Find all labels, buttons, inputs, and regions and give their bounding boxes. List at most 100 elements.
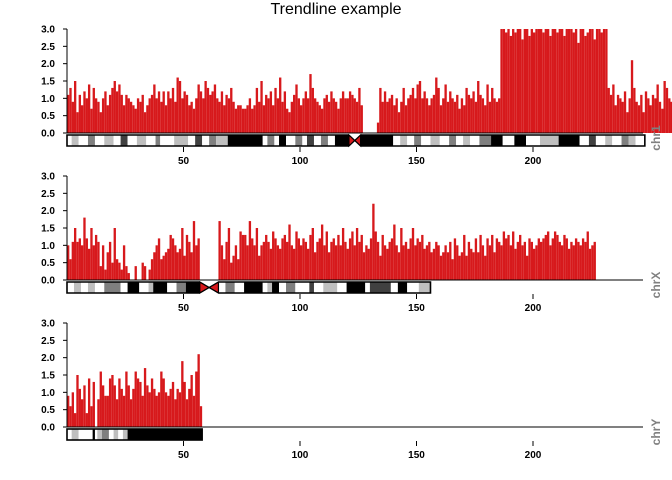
ideogram-band <box>216 135 228 146</box>
bar <box>593 241 596 280</box>
bar <box>195 98 198 133</box>
ideogram-band <box>323 282 338 293</box>
bar <box>227 228 231 280</box>
ideogram-band <box>146 135 156 146</box>
bar <box>661 108 664 133</box>
bar <box>498 98 501 133</box>
bar <box>400 228 403 280</box>
ideogram-band <box>120 282 128 293</box>
ideogram-band <box>94 429 98 440</box>
bar <box>509 35 513 133</box>
bar <box>118 84 121 133</box>
bar <box>115 91 119 133</box>
bar <box>178 392 182 427</box>
ideogram-chr1 <box>66 133 646 148</box>
bar <box>579 29 582 133</box>
bar <box>211 91 214 133</box>
bar <box>374 231 377 280</box>
bar <box>339 98 342 133</box>
y-tick-label: 2.5 <box>41 189 55 200</box>
bar <box>530 29 533 133</box>
y-tick-label: 2.5 <box>41 336 55 347</box>
bar <box>108 241 112 280</box>
bar <box>155 98 158 133</box>
bar <box>129 101 133 133</box>
bar <box>556 32 559 133</box>
bar <box>376 241 380 280</box>
bar <box>486 84 489 133</box>
bars-chrX <box>67 203 596 280</box>
bar <box>423 248 426 280</box>
centromere-right <box>207 280 220 295</box>
ideogram-band <box>113 135 121 146</box>
bar <box>106 105 109 133</box>
bar <box>593 39 596 133</box>
bar <box>73 228 77 280</box>
y-tick-label: 2.0 <box>41 59 55 70</box>
bar <box>633 87 636 133</box>
bar <box>458 255 461 280</box>
bar <box>267 98 270 133</box>
x-tick-label: 100 <box>292 303 309 314</box>
bar <box>498 241 501 280</box>
bar <box>623 91 627 133</box>
bar <box>500 245 503 280</box>
bar <box>185 94 189 133</box>
bar <box>153 388 156 427</box>
bar <box>614 105 617 133</box>
bar <box>537 29 540 133</box>
bar <box>71 241 74 280</box>
bar <box>586 231 589 280</box>
bar <box>160 371 163 427</box>
bar <box>97 399 100 427</box>
bar <box>157 392 161 427</box>
bar <box>572 32 575 133</box>
ideogram-band <box>94 282 105 293</box>
bar <box>348 238 352 280</box>
bar <box>125 94 128 133</box>
ideogram-band <box>97 429 102 440</box>
bar <box>505 32 508 133</box>
bar <box>670 101 672 133</box>
bars-chrY <box>67 354 203 427</box>
bar <box>407 98 410 133</box>
bar <box>355 101 359 133</box>
bar <box>479 94 482 133</box>
ideogram-band <box>595 135 606 146</box>
bar <box>360 234 363 280</box>
bar <box>90 108 93 133</box>
bar <box>521 245 524 280</box>
bar <box>171 87 175 133</box>
bar <box>537 238 540 280</box>
bar <box>626 112 629 133</box>
bar <box>204 81 207 133</box>
bar <box>251 108 254 133</box>
bar <box>108 378 112 427</box>
bar <box>78 388 81 427</box>
ideogram-band <box>365 282 370 293</box>
bar <box>379 87 382 133</box>
bar <box>281 238 284 280</box>
bar <box>388 98 391 133</box>
bar <box>442 98 445 133</box>
bar <box>488 245 492 280</box>
bar <box>127 385 130 427</box>
bar <box>446 101 450 133</box>
bar <box>136 378 140 427</box>
bar <box>577 241 580 280</box>
bar <box>188 241 191 280</box>
bar <box>491 87 494 133</box>
ideogram-band <box>400 135 408 146</box>
ideogram-band <box>463 135 471 146</box>
bar <box>73 413 77 427</box>
bar <box>127 98 130 133</box>
bar <box>393 105 396 133</box>
bar <box>302 98 305 133</box>
bar <box>269 248 273 280</box>
bar <box>507 29 510 133</box>
ideogram-band <box>526 135 540 146</box>
bar <box>323 98 326 133</box>
bar <box>644 91 648 133</box>
bar <box>383 245 387 280</box>
bar <box>101 98 105 133</box>
